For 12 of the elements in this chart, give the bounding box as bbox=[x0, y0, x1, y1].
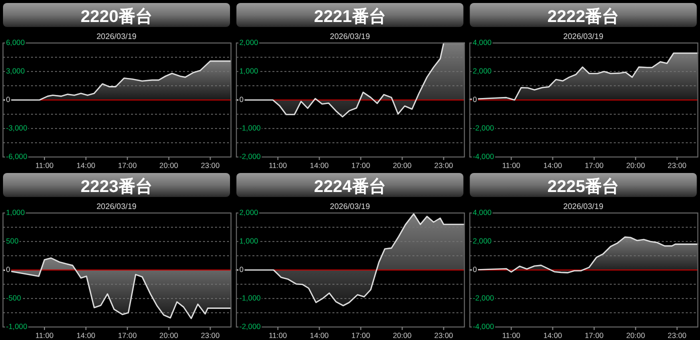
chart-title: 2225番台 bbox=[547, 177, 620, 196]
chart-title: 2223番台 bbox=[80, 177, 152, 196]
chart-title: 2224番台 bbox=[314, 177, 386, 196]
chart-subtitle: 2026/03/19 bbox=[330, 202, 370, 211]
chart-subtitle: 2026/03/19 bbox=[96, 32, 138, 41]
chart-title: 2221番台 bbox=[314, 7, 386, 26]
chart-subtitle: 2026/03/19 bbox=[330, 32, 370, 41]
chart-subtitle: 2026/03/19 bbox=[96, 202, 138, 211]
chart-subtitle: 2026/03/19 bbox=[563, 32, 604, 41]
chart-title: 2220番台 bbox=[80, 7, 152, 26]
chart-title: 2222番台 bbox=[547, 7, 620, 26]
chart-subtitle: 2026/03/19 bbox=[563, 202, 604, 211]
